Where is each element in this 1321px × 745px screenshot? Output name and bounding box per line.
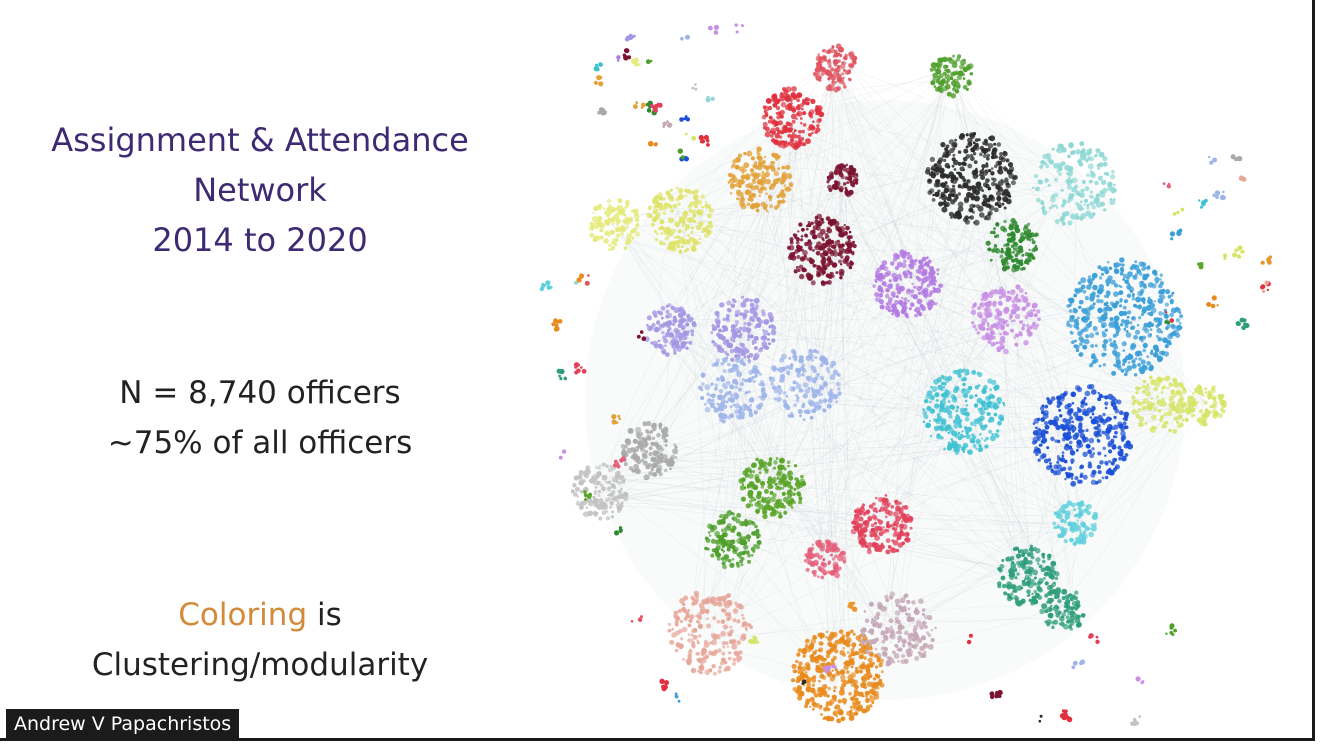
cluster-lime [1187, 384, 1228, 427]
title-line-1: Assignment & Attendance [51, 121, 469, 159]
cluster-green [738, 457, 807, 520]
cluster-salmon [667, 590, 753, 676]
officer-share: ~75% of all officers [107, 425, 413, 461]
cluster-violet [872, 249, 944, 319]
cluster-blue [1031, 383, 1134, 487]
cluster-red [761, 86, 825, 150]
cluster-lilac [970, 284, 1041, 355]
cluster-yellow-light [589, 198, 640, 251]
cluster-maroon [786, 213, 857, 287]
note-line-2: Clustering/modularity [91, 647, 429, 683]
cluster-crimson-light [812, 43, 858, 93]
cluster-jade [997, 544, 1060, 607]
cluster-pink-red [850, 494, 914, 555]
coloring-word: Coloring [178, 597, 308, 633]
cluster-cyan [922, 368, 1006, 456]
coloring-note: Coloring is Clustering/modularity [30, 590, 490, 690]
speaker-name-tag: Andrew V Papachristos [6, 709, 240, 740]
cluster-green-dark [985, 217, 1039, 273]
note-is: is [307, 597, 342, 633]
cluster-black [925, 132, 1018, 226]
cluster-lavender [710, 295, 777, 363]
cluster-grey [620, 420, 679, 481]
cluster-maroon [826, 163, 859, 198]
satellite-nodes [539, 23, 1272, 726]
network-graph [539, 23, 1272, 726]
cluster-teal-light [1031, 141, 1117, 226]
title-line-2: Network [193, 171, 327, 209]
title-line-3: 2014 to 2020 [152, 221, 368, 259]
officer-count: N = 8,740 officers [119, 375, 401, 411]
note-line-1: Coloring is [30, 590, 490, 640]
cluster-periwinkle [768, 348, 842, 422]
slide-title: Assignment & Attendance Network 2014 to … [20, 115, 500, 265]
cluster-lime [1131, 375, 1195, 434]
cluster-lavender [643, 303, 697, 357]
cluster-gold [727, 146, 794, 213]
cluster-periwinkle [697, 356, 768, 424]
stats-block: N = 8,740 officers ~75% of all officers [40, 368, 480, 468]
cluster-green-olive [929, 54, 974, 99]
cluster-grey-light [570, 462, 629, 521]
cluster-orange-bright [791, 629, 885, 724]
cluster-sky [1066, 257, 1184, 377]
cluster-jade [1039, 587, 1086, 631]
cluster-rose [803, 539, 847, 580]
cluster-aqua [1052, 500, 1099, 546]
cluster-green-olive [704, 510, 762, 570]
cluster-yellow [646, 186, 715, 254]
